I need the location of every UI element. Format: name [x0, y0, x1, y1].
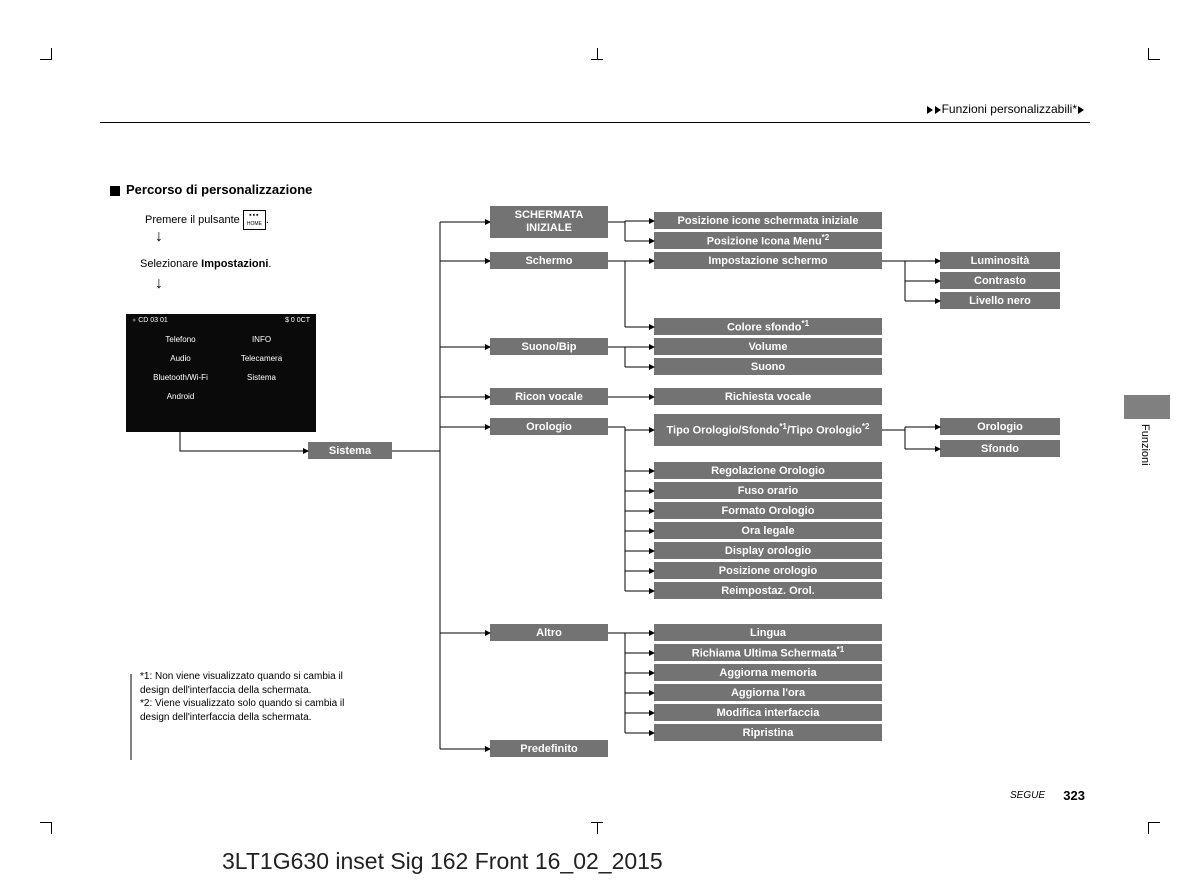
footnotes: *1: Non viene visualizzato quando si cam… [140, 670, 345, 724]
node: Orologio [940, 418, 1060, 435]
screen-item: Sistema [221, 373, 302, 382]
settings-screen-image: ● CD 03 01 $ 0 0CT Telefono INFO Audio T… [126, 314, 316, 432]
footer-text: 3LT1G630 inset Sig 162 Front 16_02_2015 [222, 848, 663, 875]
node: Tipo Orologio/Sfondo*1/Tipo Orologio*2 [654, 414, 882, 446]
screen-item: Audio [140, 354, 221, 363]
node: Regolazione Orologio [654, 462, 882, 479]
node: Colore sfondo*1 [654, 318, 882, 335]
node: Fuso orario [654, 482, 882, 499]
node-sistema: Sistema [308, 442, 392, 459]
node: Posizione icone schermata iniziale [654, 212, 882, 229]
side-label: Funzioni [1139, 424, 1151, 466]
node: Posizione orologio [654, 562, 882, 579]
home-button-icon: ▪▪▪HOME [243, 210, 266, 230]
side-tab [1124, 395, 1170, 419]
node: Posizione Icona Menu*2 [654, 232, 882, 249]
node: Aggiorna memoria [654, 664, 882, 681]
node: Ripristina [654, 724, 882, 741]
node: Modifica interfaccia [654, 704, 882, 721]
node: Lingua [654, 624, 882, 641]
node: Sfondo [940, 440, 1060, 457]
header-rule [100, 122, 1090, 123]
arrow-down-icon: ↓ [155, 275, 163, 293]
screen-item: Telecamera [221, 354, 302, 363]
instruction-1: Premere il pulsante ▪▪▪HOME. [145, 210, 269, 230]
arrow-down-icon: ↓ [155, 228, 163, 246]
node-ricon-vocale: Ricon vocale [490, 388, 608, 405]
node: Contrasto [940, 272, 1060, 289]
node: Ora legale [654, 522, 882, 539]
screen-item: INFO [221, 335, 302, 344]
screen-item: Bluetooth/Wi-Fi [140, 373, 221, 382]
node-label: Posizione icone schermata iniziale [678, 215, 859, 227]
screen-item: Android [140, 392, 221, 401]
continue-label: SEGUE [1010, 790, 1045, 801]
page-number: 323 [1063, 788, 1085, 803]
node: Aggiorna l'ora [654, 684, 882, 701]
node: Volume [654, 338, 882, 355]
node: Richiama Ultima Schermata*1 [654, 644, 882, 661]
node: Impostazione schermo [654, 252, 882, 269]
node-schermata-iniziale: SCHERMATA INIZIALE [490, 206, 608, 238]
node-altro: Altro [490, 624, 608, 641]
header-breadcrumb: Funzioni personalizzabili* [926, 102, 1085, 116]
node: Reimpostaz. Orol. [654, 582, 882, 599]
node: Suono [654, 358, 882, 375]
screen-item [221, 392, 302, 401]
instruction-2: Selezionare Impostazioni. [140, 258, 271, 270]
node-schermo: Schermo [490, 252, 608, 269]
node-predefinito: Predefinito [490, 740, 608, 757]
node: Richiesta vocale [654, 388, 882, 405]
node-suono-bip: Suono/Bip [490, 338, 608, 355]
node-orologio: Orologio [490, 418, 608, 435]
screen-item: Telefono [140, 335, 221, 344]
node: Display orologio [654, 542, 882, 559]
node: Livello nero [940, 292, 1060, 309]
section-title: Percorso di personalizzazione [110, 182, 312, 197]
node: Luminosità [940, 252, 1060, 269]
node: Formato Orologio [654, 502, 882, 519]
